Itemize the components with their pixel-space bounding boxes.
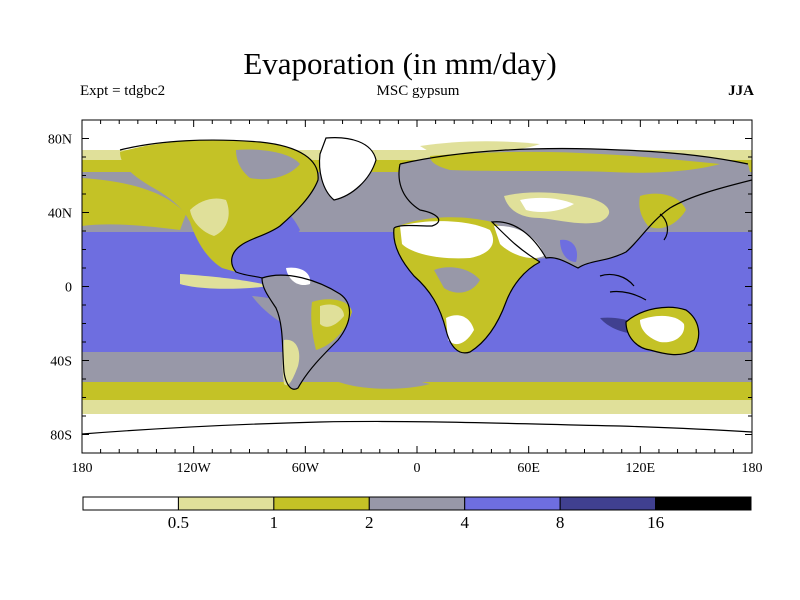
axis-ticks <box>81 119 753 454</box>
colorbar-swatch <box>464 496 561 511</box>
lon-label: 0 <box>414 461 421 476</box>
colorbar-labels: 0.5 1 2 4 8 16 <box>168 513 664 532</box>
colorbar-label: 4 <box>460 513 469 532</box>
lat-label: 80N <box>48 133 72 148</box>
season-label: JJA <box>728 83 754 99</box>
colorbar-label: 2 <box>365 513 374 532</box>
longitude-labels: 180 120W 60W 0 60E 120E 180 <box>72 461 763 476</box>
colorbar-swatch <box>273 496 370 511</box>
colorbar-swatch <box>655 496 752 511</box>
colorbar-label: 16 <box>647 513 664 532</box>
map-title: Evaporation (in mm/day) <box>243 46 557 81</box>
antarctica <box>82 421 752 453</box>
lon-label: 180 <box>742 461 763 476</box>
colorbar-swatch <box>177 496 275 511</box>
lon-label: 180 <box>72 461 93 476</box>
colorbar-label: 0.5 <box>168 513 189 532</box>
lat-label: 40S <box>50 355 72 370</box>
lon-label: 60W <box>292 461 320 476</box>
colorbar-swatch <box>368 496 466 511</box>
sahara <box>400 221 494 259</box>
evaporation-field <box>82 120 752 453</box>
colorbar <box>82 496 752 511</box>
colorbar-swatch <box>82 496 179 511</box>
lat-label: 0 <box>65 281 72 296</box>
lat-label: 80S <box>50 429 72 444</box>
subtitle-label: MSC gypsum <box>376 83 460 99</box>
lat-label: 40N <box>48 207 72 222</box>
lon-label: 60E <box>517 461 540 476</box>
colorbar-label: 1 <box>270 513 279 532</box>
colorbar-label: 8 <box>556 513 565 532</box>
lon-label: 120W <box>177 461 212 476</box>
southern-yellow-band <box>82 382 752 402</box>
lon-label: 120E <box>626 461 656 476</box>
coastlines <box>82 137 752 435</box>
latitude-labels: 80N 40N 0 40S 80S <box>48 133 72 444</box>
experiment-label: Expt = tdgbc2 <box>80 83 166 99</box>
colorbar-swatch <box>559 496 657 511</box>
greenland <box>319 137 376 200</box>
